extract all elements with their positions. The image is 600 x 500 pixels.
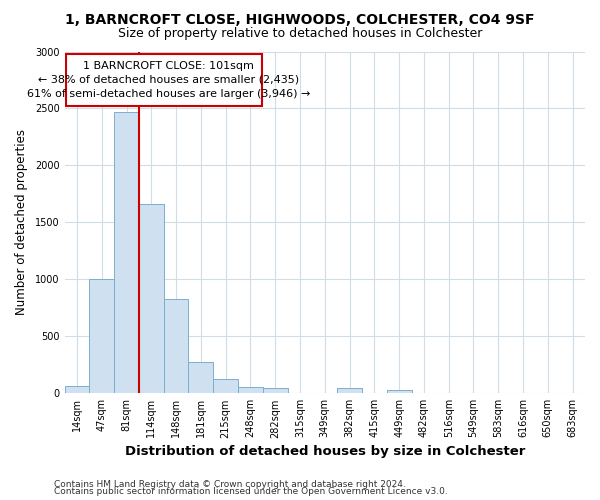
Bar xyxy=(238,387,263,394)
Bar xyxy=(164,298,188,394)
X-axis label: Distribution of detached houses by size in Colchester: Distribution of detached houses by size … xyxy=(125,444,525,458)
Bar xyxy=(263,388,287,394)
Bar xyxy=(89,280,114,394)
Bar xyxy=(213,378,238,394)
Bar xyxy=(114,112,139,394)
Y-axis label: Number of detached properties: Number of detached properties xyxy=(15,130,28,316)
Bar xyxy=(337,388,362,394)
Text: 1, BARNCROFT CLOSE, HIGHWOODS, COLCHESTER, CO4 9SF: 1, BARNCROFT CLOSE, HIGHWOODS, COLCHESTE… xyxy=(65,12,535,26)
Text: Contains public sector information licensed under the Open Government Licence v3: Contains public sector information licen… xyxy=(54,488,448,496)
Bar xyxy=(387,390,412,394)
Bar xyxy=(188,362,213,394)
Text: Size of property relative to detached houses in Colchester: Size of property relative to detached ho… xyxy=(118,28,482,40)
Text: 1 BARNCROFT CLOSE: 101sqm
← 38% of detached houses are smaller (2,435)
61% of se: 1 BARNCROFT CLOSE: 101sqm ← 38% of detac… xyxy=(27,61,310,99)
Bar xyxy=(66,54,262,106)
Bar xyxy=(65,386,89,394)
Text: Contains HM Land Registry data © Crown copyright and database right 2024.: Contains HM Land Registry data © Crown c… xyxy=(54,480,406,489)
Bar xyxy=(139,204,164,394)
